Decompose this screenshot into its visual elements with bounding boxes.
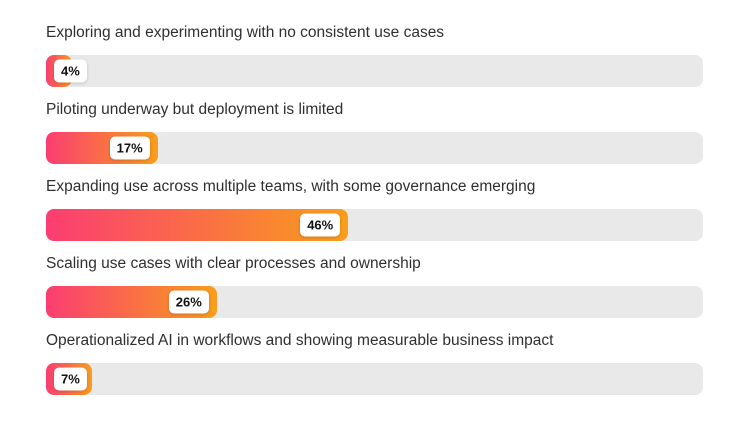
- bar-track: 7%: [46, 363, 703, 395]
- value-badge: 7%: [54, 367, 87, 391]
- category-label: Operationalized AI in workflows and show…: [46, 332, 554, 349]
- bar-track: 17%: [46, 132, 703, 164]
- category-label: Exploring and experimenting with no cons…: [46, 24, 445, 41]
- chart-row: Scaling use cases with clear processes a…: [46, 255, 703, 318]
- value-badge: 4%: [54, 59, 87, 83]
- value-badge: 26%: [168, 290, 209, 314]
- value-badge: 17%: [109, 136, 150, 160]
- bar-track: 46%: [46, 209, 703, 241]
- chart-row: Operationalized AI in workflows and show…: [46, 332, 703, 395]
- bar-track: 26%: [46, 286, 703, 318]
- chart-row: Expanding use across multiple teams, wit…: [46, 178, 703, 241]
- chart-row: Exploring and experimenting with no cons…: [46, 24, 703, 87]
- value-badge: 46%: [300, 213, 341, 237]
- chart-row: Piloting underway but deployment is limi…: [46, 101, 703, 164]
- bar-track: 4%: [46, 55, 703, 87]
- category-label: Expanding use across multiple teams, wit…: [46, 178, 536, 195]
- category-label: Piloting underway but deployment is limi…: [46, 101, 344, 118]
- bar-fill: [46, 209, 349, 241]
- bar-chart: Exploring and experimenting with no cons…: [46, 24, 703, 395]
- category-label: Scaling use cases with clear processes a…: [46, 255, 421, 272]
